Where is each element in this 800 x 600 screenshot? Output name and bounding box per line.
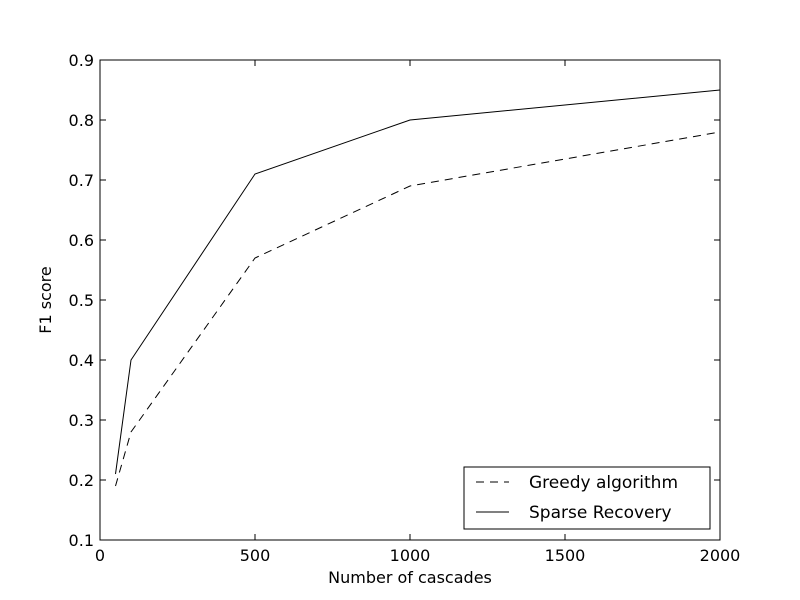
x-axis-label: Number of cascades <box>328 568 492 587</box>
x-tick-label: 500 <box>240 546 271 565</box>
legend-label-greedy-algorithm: Greedy algorithm <box>529 473 678 493</box>
x-tick-label: 1000 <box>390 546 431 565</box>
legend-label-sparse-recovery: Sparse Recovery <box>529 503 672 523</box>
legend: Greedy algorithm Sparse Recovery <box>463 466 711 530</box>
y-tick-label: 0.8 <box>69 111 94 130</box>
x-tick-label: 1500 <box>545 546 586 565</box>
y-axis-label: F1 score <box>36 266 55 333</box>
y-tick-label: 0.5 <box>69 291 94 310</box>
legend-samples <box>476 481 509 513</box>
plot-border <box>99 59 721 541</box>
y-tick-label: 0.9 <box>69 51 94 70</box>
x-tick-label: 2000 <box>700 546 741 565</box>
plot-area: 0 500 1000 1500 2000 0.1 0.2 0.3 0.4 0.5 0.6 0.7 0.8… <box>69 51 741 565</box>
y-tick-label: 0.6 <box>69 231 94 250</box>
y-tick-label: 0.3 <box>69 411 94 430</box>
y-tick-label: 0.1 <box>69 531 94 550</box>
x-tick-label: 0 <box>95 546 105 565</box>
y-tick-label: 0.4 <box>69 351 94 370</box>
y-tick-label: 0.2 <box>69 471 94 490</box>
legend-box <box>463 466 711 530</box>
series-greedy-algorithm-line <box>115 131 721 487</box>
y-tick-label: 0.7 <box>69 171 94 190</box>
series-sparse-recovery-line <box>115 89 721 475</box>
